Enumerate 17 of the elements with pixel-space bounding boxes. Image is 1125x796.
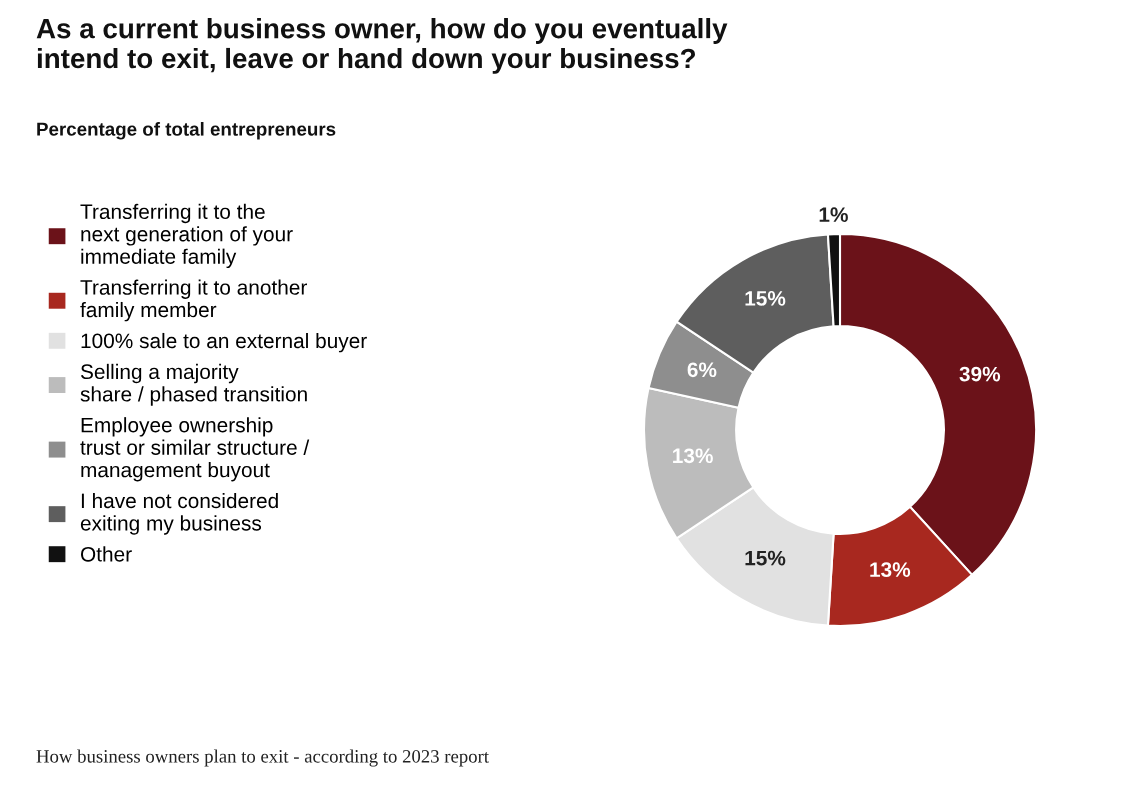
chart-title: As a current business owner, how do you eventually intend to exit, leave or hand down your business? xyxy=(36,18,728,74)
data-label: 13% xyxy=(870,562,911,578)
data-label: 13% xyxy=(673,448,713,464)
text: How business owners plan to exit - according to 2023 report xyxy=(36,749,489,767)
legend-label: Transferring it to the next generation of your immediate family xyxy=(80,203,293,269)
chart-subtitle: Percentage of total entrepreneurs xyxy=(37,122,336,140)
legend-label: Transferring it to another family member xyxy=(80,279,307,322)
data-label: 1% xyxy=(819,207,848,223)
data-label: 15% xyxy=(745,291,786,306)
legend-label: Selling a majority share / phased transition xyxy=(80,363,307,406)
legend-label: Employee ownership trust or similar structure / management buyout xyxy=(80,417,310,482)
legend-label: 100% sale to an external buyer xyxy=(81,332,367,353)
data-label: 39% xyxy=(959,366,1001,382)
legend-label: Other xyxy=(80,546,132,562)
data-label: 6% xyxy=(687,362,717,378)
data-label: 15% xyxy=(745,550,786,566)
legend-label: I have not considered exiting my business xyxy=(80,492,278,535)
